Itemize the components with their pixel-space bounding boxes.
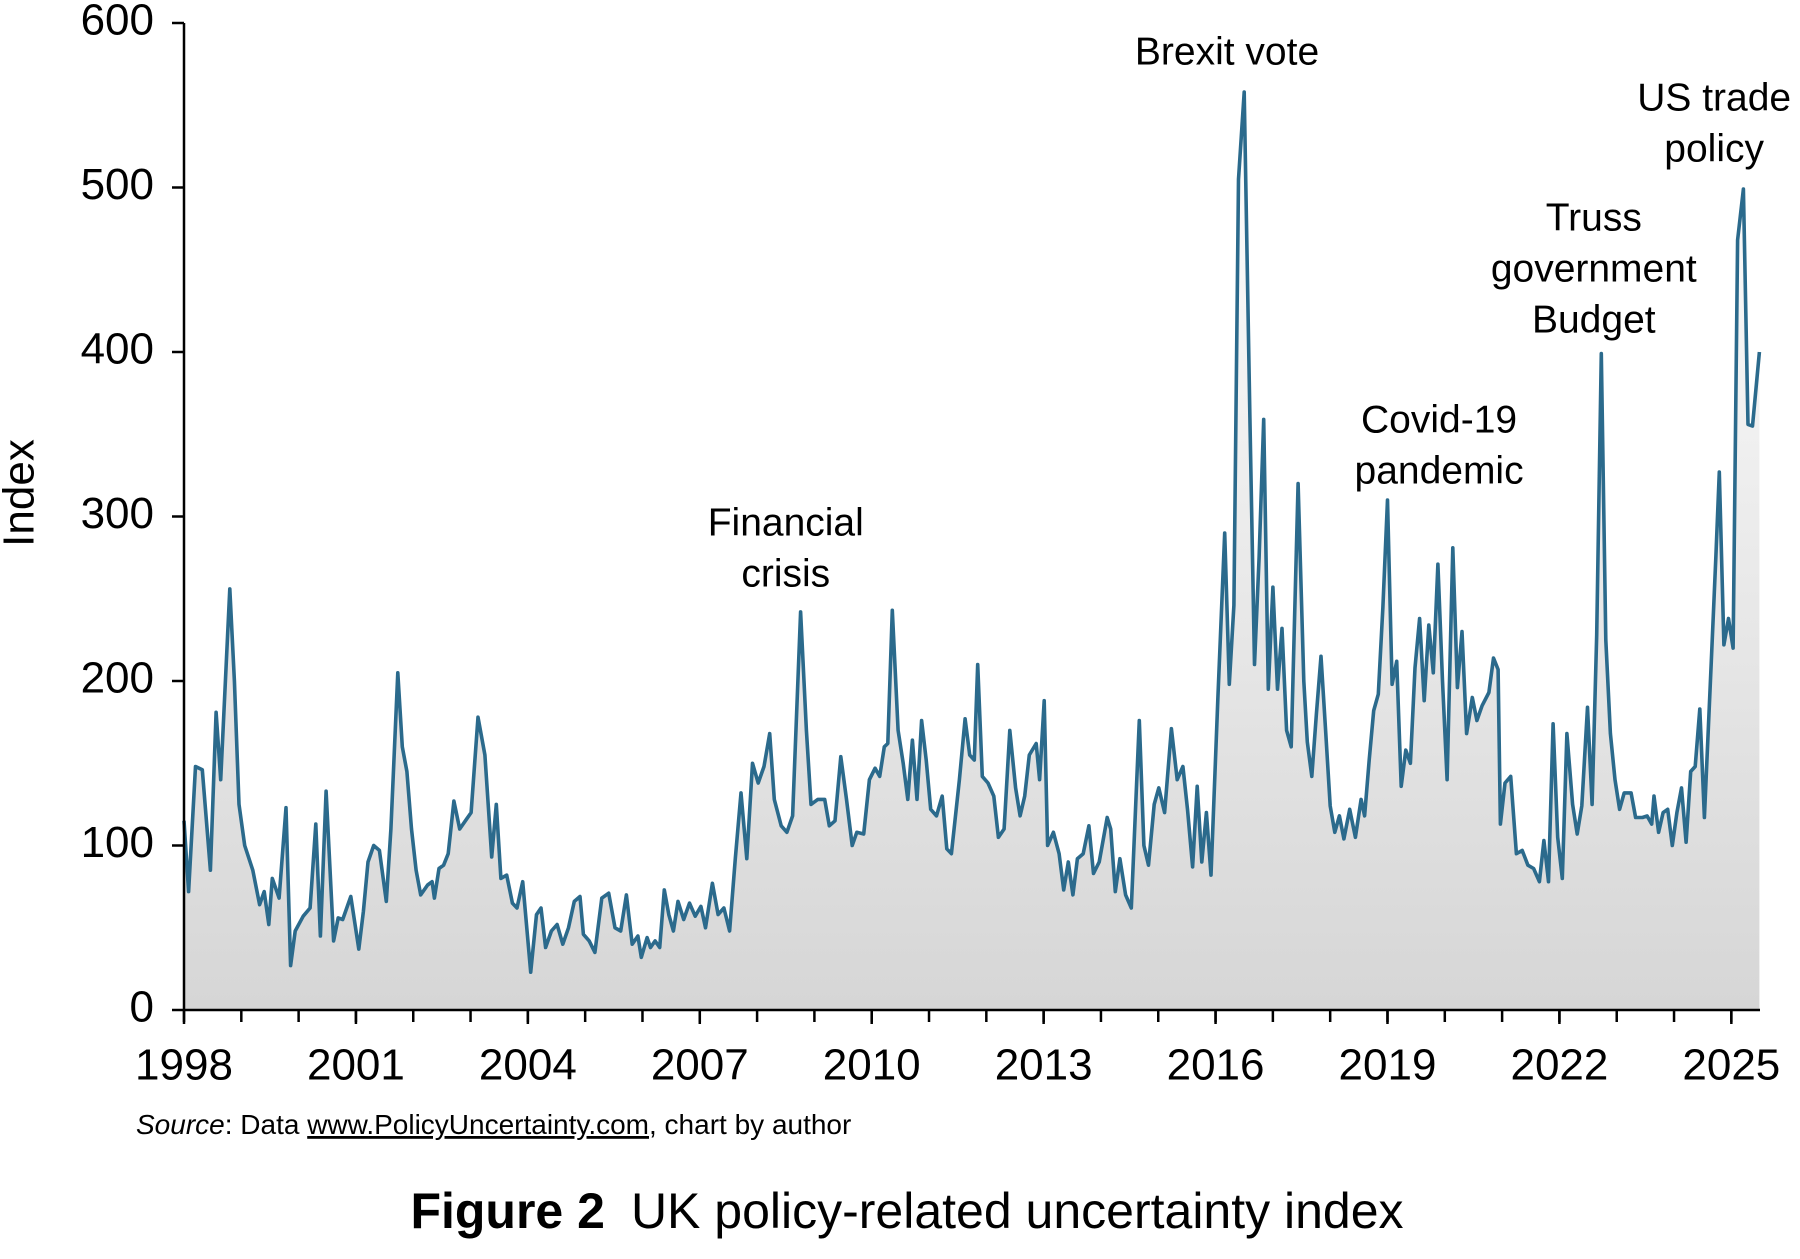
x-tick-label: 2007 [651, 1041, 749, 1090]
source-text: : Data [225, 1109, 307, 1140]
annotation: crisis [741, 552, 830, 595]
annotation: US trade [1637, 76, 1791, 119]
y-tick-label: 200 [81, 654, 154, 703]
y-tick-label: 0 [130, 983, 154, 1032]
y-axis-label: Index [0, 439, 44, 547]
annotation: pandemic [1355, 449, 1524, 492]
y-tick-label: 100 [81, 818, 154, 867]
annotation: Financial [708, 501, 864, 544]
source-link: www.PolicyUncertainty.com [306, 1109, 649, 1140]
data-line [182, 90, 1762, 974]
x-tick-label: 2019 [1339, 1041, 1437, 1090]
source-text: , chart by author [649, 1109, 851, 1140]
source-note: Source: Data www.PolicyUncertainty.com, … [136, 1109, 851, 1140]
y-tick-label: 400 [81, 325, 154, 374]
x-tick-label: 2016 [1167, 1041, 1265, 1090]
x-tick-label: 2022 [1510, 1041, 1608, 1090]
x-tick-label: 2004 [479, 1041, 577, 1090]
y-tick-label: 300 [81, 489, 154, 538]
annotation: Brexit vote [1135, 30, 1319, 73]
x-tick-label: 1998 [135, 1041, 233, 1090]
x-tick-label: 2025 [1682, 1041, 1780, 1090]
figure-number: Figure 2 [410, 1183, 604, 1239]
annotation: Truss [1546, 196, 1642, 239]
area-fill [184, 92, 1760, 1011]
annotation: government [1491, 247, 1697, 290]
figure-title: UK policy-related uncertainty index [631, 1183, 1404, 1239]
y-tick-label: 600 [81, 0, 154, 45]
x-tick-label: 2010 [823, 1041, 921, 1090]
annotation: Budget [1532, 298, 1656, 341]
x-tick-label: 2013 [995, 1041, 1093, 1090]
annotation: Covid-19 [1361, 398, 1517, 441]
figure-caption: Figure 2 UK policy-related uncertainty in… [410, 1183, 1403, 1239]
source-label: Source [136, 1109, 225, 1140]
y-tick-label: 500 [81, 160, 154, 209]
annotation: policy [1664, 127, 1764, 170]
x-tick-label: 2001 [307, 1041, 405, 1090]
